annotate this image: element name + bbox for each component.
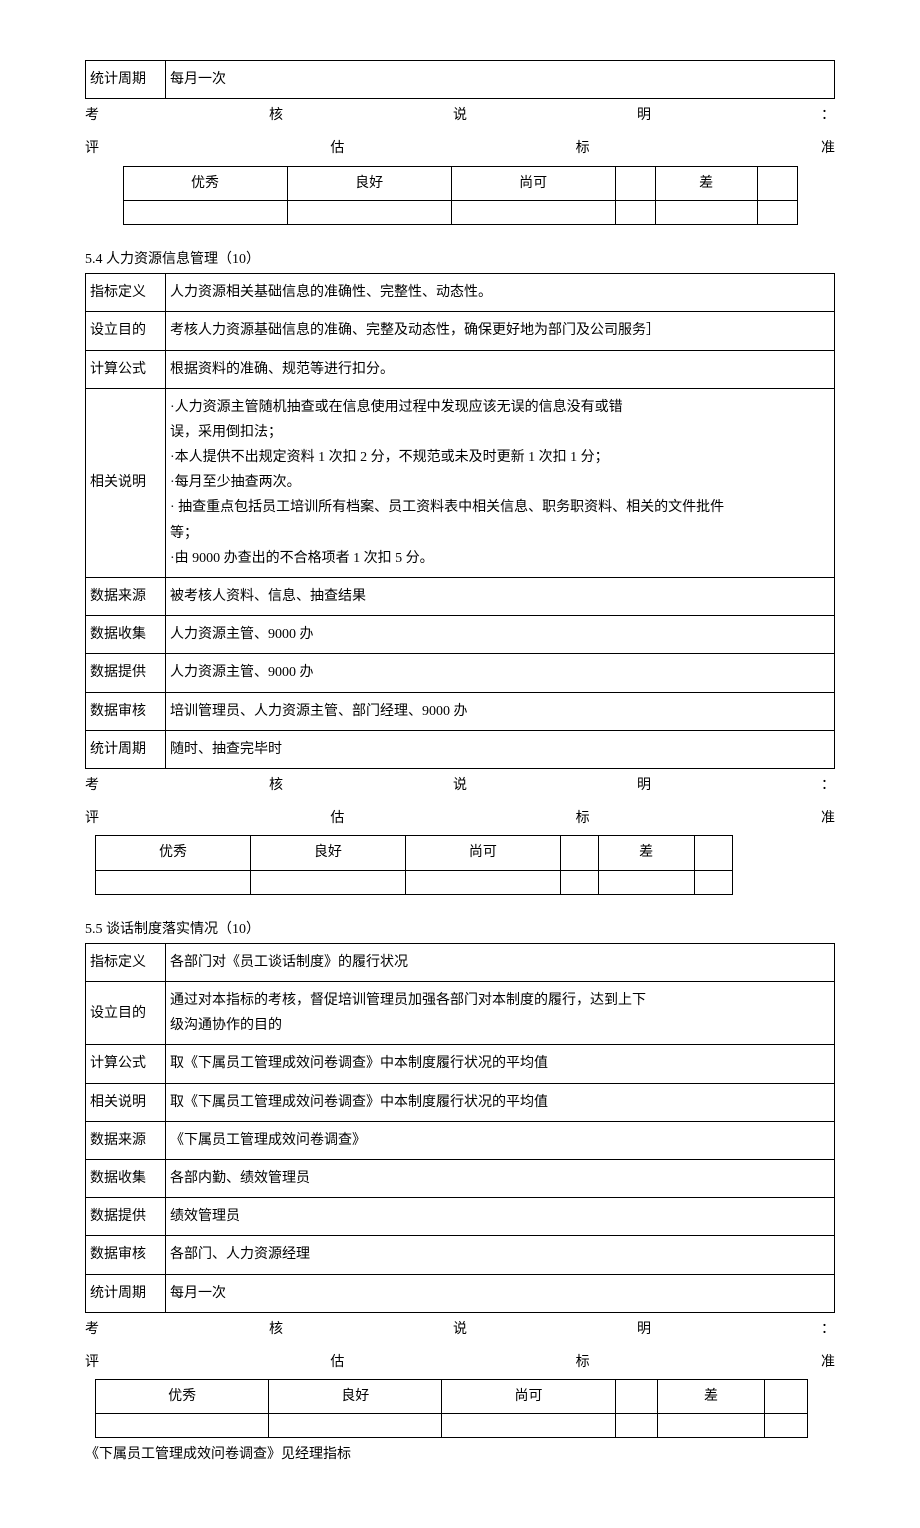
grade-cell: 良好 — [250, 836, 405, 870]
grade-cell — [615, 166, 655, 200]
row-assess-heading-54: 考 核 说 明 ： — [85, 769, 835, 802]
grade-cell: 差 — [657, 1380, 765, 1414]
row-eval-heading-55: 评 估 标 准 — [85, 1346, 835, 1379]
grade-cell — [694, 836, 732, 870]
label-period: 统计周期 — [86, 730, 166, 768]
label-collect: 数据收集 — [86, 616, 166, 654]
footnote-55: 《下属员工管理成效问卷调查》见经理指标 — [85, 1442, 835, 1467]
label-formula: 计算公式 — [86, 1045, 166, 1083]
label-provide: 数据提供 — [86, 1198, 166, 1236]
value-purpose: 通过对本指标的考核，督促培训管理员加强各部门对本制度的履行，达到上下 级沟通协作… — [166, 982, 835, 1045]
value-audit: 培训管理员、人力资源主管、部门经理、9000 办 — [166, 692, 835, 730]
label-audit: 数据审核 — [86, 692, 166, 730]
grade-cell: 优秀 — [96, 836, 251, 870]
grade-cell: 尚可 — [451, 166, 615, 200]
value-formula: 根据资料的准确、规范等进行扣分。 — [166, 350, 835, 388]
grade-cell: 差 — [598, 836, 694, 870]
value-collect: 各部内勤、绩效管理员 — [166, 1160, 835, 1198]
value-formula: 取《下属员工管理成效问卷调查》中本制度履行状况的平均值 — [166, 1045, 835, 1083]
grade-cell — [757, 166, 797, 200]
value-provide: 人力资源主管、9000 办 — [166, 654, 835, 692]
grade-cell — [560, 836, 598, 870]
value-stat-period: 每月一次 — [166, 61, 835, 99]
label-source: 数据来源 — [86, 1121, 166, 1159]
grade-cell — [765, 1380, 807, 1414]
value-period: 每月一次 — [166, 1274, 835, 1312]
value-provide: 绩效管理员 — [166, 1198, 835, 1236]
value-purpose: 考核人力资源基础信息的准确、完整及动态性，确保更好地为部门及公司服务］ — [166, 312, 835, 350]
grade-cell: 优秀 — [123, 166, 287, 200]
value-def: 各部门对《员工谈话制度》的履行状况 — [166, 943, 835, 981]
label-source: 数据来源 — [86, 578, 166, 616]
row-assess-heading-55: 考 核 说 明 ： — [85, 1313, 835, 1346]
value-period: 随时、抽查完毕时 — [166, 730, 835, 768]
value-source: 《下属员工管理成效问卷调查》 — [166, 1121, 835, 1159]
label-provide: 数据提供 — [86, 654, 166, 692]
label-purpose: 设立目的 — [86, 312, 166, 350]
label-stat-period: 统计周期 — [86, 61, 166, 99]
label-def: 指标定义 — [86, 274, 166, 312]
label-period: 统计周期 — [86, 1274, 166, 1312]
label-audit: 数据审核 — [86, 1236, 166, 1274]
grade-cell: 尚可 — [405, 836, 560, 870]
table-55: 指标定义 各部门对《员工谈话制度》的履行状况 设立目的 通过对本指标的考核，督促… — [85, 943, 835, 1313]
grade-cell: 良好 — [287, 166, 451, 200]
value-collect: 人力资源主管、9000 办 — [166, 616, 835, 654]
grade-cell: 优秀 — [96, 1380, 269, 1414]
label-formula: 计算公式 — [86, 350, 166, 388]
label-purpose: 设立目的 — [86, 982, 166, 1045]
eval-table-54: 优秀 良好 尚可 差 — [95, 835, 733, 894]
value-desc: ·人力资源主管随机抽查或在信息使用过程中发现应该无误的信息没有或错 误，采用倒扣… — [166, 388, 835, 577]
row-eval-heading-top: 评 估 标 准 — [85, 132, 835, 165]
row-eval-heading-54: 评 估 标 准 — [85, 802, 835, 835]
grade-cell: 差 — [655, 166, 757, 200]
table-54: 指标定义 人力资源相关基础信息的准确性、完整性、动态性。 设立目的 考核人力资源… — [85, 273, 835, 769]
grade-cell — [615, 1380, 657, 1414]
eval-table-top: 优秀 良好 尚可 差 — [123, 166, 798, 225]
value-desc: 取《下属员工管理成效问卷调查》中本制度履行状况的平均值 — [166, 1083, 835, 1121]
value-source: 被考核人资料、信息、抽查结果 — [166, 578, 835, 616]
table-top-partial: 统计周期 每月一次 — [85, 60, 835, 99]
section-title-55: 5.5 谈话制度落实情况（10） — [85, 919, 835, 941]
label-desc: 相关说明 — [86, 1083, 166, 1121]
label-collect: 数据收集 — [86, 1160, 166, 1198]
value-audit: 各部门、人力资源经理 — [166, 1236, 835, 1274]
eval-table-55: 优秀 良好 尚可 差 — [95, 1379, 808, 1438]
row-assess-heading-top: 考 核 说 明 ： — [85, 99, 835, 132]
label-def: 指标定义 — [86, 943, 166, 981]
label-desc: 相关说明 — [86, 388, 166, 577]
grade-cell: 良好 — [269, 1380, 442, 1414]
value-def: 人力资源相关基础信息的准确性、完整性、动态性。 — [166, 274, 835, 312]
section-title-54: 5.4 人力资源信息管理（10） — [85, 249, 835, 271]
grade-cell: 尚可 — [442, 1380, 615, 1414]
